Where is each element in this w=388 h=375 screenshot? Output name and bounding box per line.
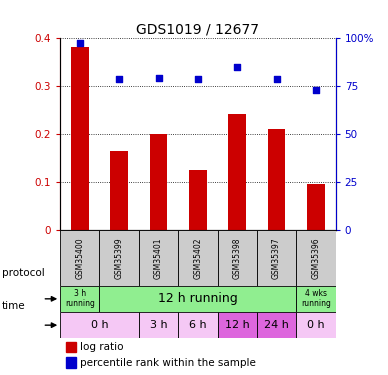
Text: 24 h: 24 h [264,320,289,330]
Bar [307,184,325,230]
Bar [99,286,296,312]
Bar [296,312,336,338]
Text: 0 h: 0 h [307,320,325,330]
Bar [99,230,139,286]
Text: 12 h running: 12 h running [158,292,238,305]
Bar [150,134,167,230]
Text: GSM35398: GSM35398 [233,237,242,279]
Bar [60,230,99,286]
Bar [268,129,286,230]
Point [195,76,201,82]
Bar [189,170,207,230]
Bar [110,151,128,230]
Text: GSM35399: GSM35399 [115,237,124,279]
Text: 3 h: 3 h [150,320,167,330]
Bar [229,114,246,230]
Point [116,76,122,82]
Text: GSM35396: GSM35396 [312,237,320,279]
Bar [296,286,336,312]
Text: log ratio: log ratio [80,342,123,352]
Bar [178,230,218,286]
Text: 4 wks
running: 4 wks running [301,290,331,308]
Text: GSM35401: GSM35401 [154,237,163,279]
Bar [60,312,139,338]
Text: protocol: protocol [2,268,45,278]
Title: GDS1019 / 12677: GDS1019 / 12677 [136,22,260,36]
Point [156,75,162,81]
Bar [139,230,178,286]
Point [234,64,240,70]
Bar [66,357,76,368]
Bar [66,342,76,352]
Point [77,40,83,46]
Text: percentile rank within the sample: percentile rank within the sample [80,358,256,368]
Text: GSM35402: GSM35402 [193,237,203,279]
Point [274,76,280,82]
Text: GSM35400: GSM35400 [75,237,84,279]
Text: GSM35397: GSM35397 [272,237,281,279]
Bar [60,286,99,312]
Text: 6 h: 6 h [189,320,207,330]
Bar [178,312,218,338]
Text: time: time [2,301,26,310]
Text: 3 h
running: 3 h running [65,290,95,308]
Bar [257,312,296,338]
Text: 12 h: 12 h [225,320,249,330]
Text: 0 h: 0 h [91,320,108,330]
Bar [218,312,257,338]
Bar [139,312,178,338]
Bar [296,230,336,286]
Bar [218,230,257,286]
Point [313,87,319,93]
Bar [257,230,296,286]
Bar [71,47,89,230]
